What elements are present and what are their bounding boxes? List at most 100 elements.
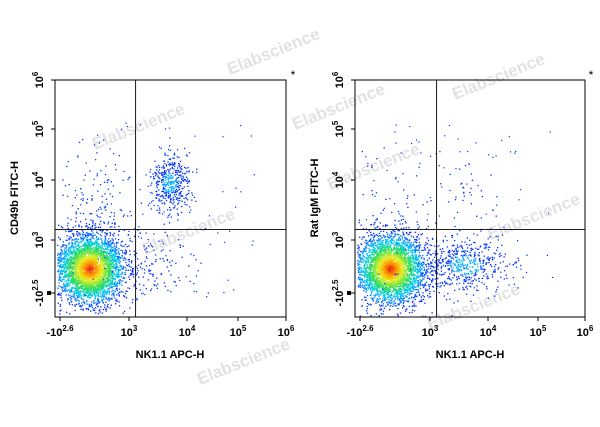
event-dot (74, 265, 77, 267)
event-dot (100, 282, 102, 285)
event-dot (167, 216, 169, 219)
event-dot (77, 244, 79, 247)
event-dot (92, 270, 94, 272)
event-dot (173, 152, 176, 154)
event-dot (189, 211, 191, 214)
event-dot (162, 197, 165, 199)
event-dot (94, 234, 96, 236)
event-dot (164, 170, 166, 172)
event-dot (114, 255, 116, 258)
event-dot (240, 125, 242, 127)
event-dot (182, 180, 184, 182)
event-dot (253, 174, 255, 176)
event-dot (112, 270, 114, 272)
event-dot (115, 287, 118, 289)
event-dot (105, 248, 107, 250)
event-dot (70, 256, 72, 258)
event-dot (64, 262, 66, 264)
event-dot (73, 293, 75, 295)
event-dot (122, 215, 124, 218)
event-dot (183, 179, 185, 181)
event-dot (116, 282, 118, 284)
event-dot (85, 291, 87, 293)
event-dot (90, 261, 93, 263)
event-dot (67, 299, 69, 301)
event-dot (99, 234, 101, 236)
event-dot (177, 177, 180, 179)
event-dot (82, 237, 84, 239)
x-tick-label: 103 (121, 324, 138, 339)
event-dot (386, 239, 388, 241)
event-dot (85, 272, 87, 275)
event-dot (152, 200, 154, 202)
event-dot (110, 260, 112, 262)
event-dot (169, 201, 171, 203)
event-dot (80, 305, 82, 307)
event-dot (71, 271, 73, 274)
event-dot (89, 289, 92, 291)
event-dot (104, 282, 106, 285)
event-dot (73, 287, 75, 289)
event-dot (85, 294, 88, 296)
event-dot (73, 268, 75, 270)
event-dot (116, 256, 118, 258)
event-dot (97, 299, 99, 301)
event-dot (103, 181, 106, 183)
event-dot (412, 280, 414, 282)
event-dot (113, 285, 115, 288)
event-dot (60, 251, 62, 254)
event-dot (371, 241, 373, 243)
event-dot (57, 259, 60, 261)
event-dot (78, 274, 81, 276)
event-dot (84, 262, 86, 265)
event-dot (163, 171, 165, 173)
dot-plot-left (57, 122, 255, 315)
event-dot (165, 185, 167, 187)
event-dot (96, 254, 98, 256)
event-dot (92, 256, 94, 259)
event-dot (167, 178, 169, 180)
event-dot (159, 177, 161, 180)
event-dot (93, 289, 95, 291)
event-dot (104, 279, 107, 282)
event-dot (157, 194, 159, 196)
event-dot (115, 288, 117, 290)
event-dot (89, 170, 91, 172)
event-dot (112, 266, 114, 268)
event-dot (81, 274, 84, 276)
event-dot (408, 274, 410, 276)
event-dot (181, 178, 183, 180)
event-dot (69, 262, 71, 264)
event-dot (123, 229, 125, 232)
event-dot (188, 181, 190, 183)
event-dot (109, 250, 111, 253)
event-dot (131, 240, 133, 243)
event-dot (73, 257, 75, 259)
event-dot (392, 230, 394, 232)
event-dot (67, 227, 69, 229)
event-dot (100, 289, 102, 291)
event-dot (74, 242, 76, 245)
event-dot (60, 292, 62, 295)
event-dot (64, 252, 66, 254)
event-dot (161, 199, 163, 202)
event-dot (125, 290, 127, 292)
event-dot (86, 281, 88, 283)
event-dot (73, 250, 75, 252)
event-dot (82, 250, 84, 252)
event-dot (156, 277, 158, 279)
event-dot (85, 307, 87, 310)
event-dot (87, 258, 89, 260)
event-dot (84, 288, 87, 290)
event-dot (93, 263, 95, 265)
event-dot (97, 254, 99, 256)
event-dot (86, 285, 88, 287)
event-dot (164, 184, 166, 186)
event-dot (101, 286, 103, 288)
y-tick-base: 10 (34, 176, 46, 188)
y-tick-exponent: 4 (31, 171, 40, 176)
event-dot (193, 254, 195, 257)
event-dot (101, 299, 103, 301)
event-dot (103, 277, 105, 280)
